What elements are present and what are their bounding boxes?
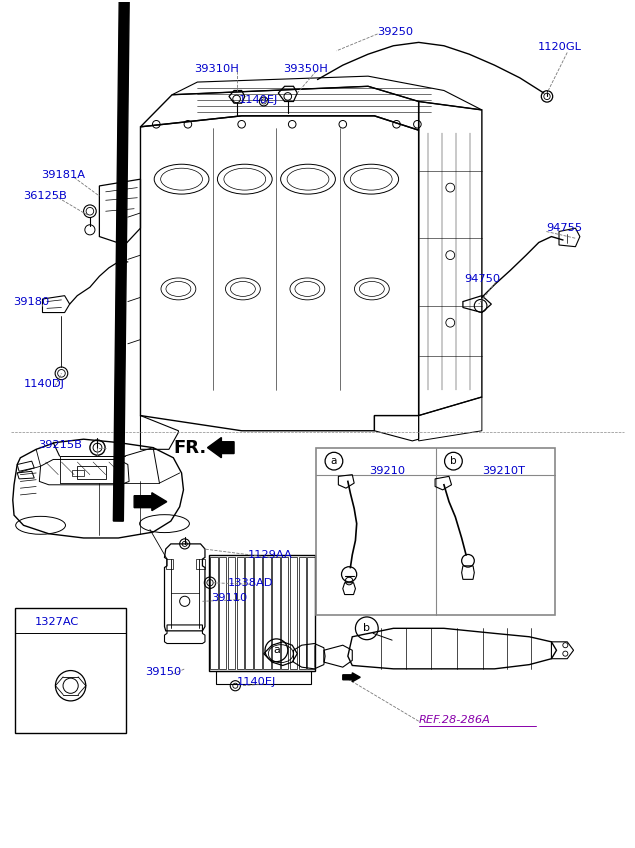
Text: 39150: 39150 — [145, 667, 182, 678]
Text: 1120GL: 1120GL — [537, 42, 582, 53]
Text: 94750: 94750 — [464, 274, 500, 284]
FancyArrow shape — [343, 672, 360, 682]
FancyArrow shape — [114, 0, 136, 522]
Text: 1140EJ: 1140EJ — [239, 95, 278, 105]
Text: FR.: FR. — [173, 438, 206, 456]
Text: 36125B: 36125B — [23, 191, 67, 201]
FancyArrow shape — [134, 493, 167, 510]
Text: 39210T: 39210T — [482, 466, 525, 477]
Text: 1338AD: 1338AD — [228, 577, 273, 588]
FancyArrow shape — [208, 438, 234, 458]
Text: 39181A: 39181A — [41, 170, 85, 180]
Text: b: b — [450, 456, 457, 466]
Text: a: a — [331, 456, 337, 466]
Text: 94755: 94755 — [546, 223, 582, 233]
Text: 39110: 39110 — [211, 593, 248, 603]
Text: b: b — [363, 623, 370, 633]
Text: 39350H: 39350H — [283, 64, 328, 75]
Text: 1140EJ: 1140EJ — [237, 678, 276, 688]
Text: 1140DJ: 1140DJ — [23, 379, 65, 389]
Text: 1129AA: 1129AA — [248, 550, 293, 560]
Text: 39310H: 39310H — [194, 64, 239, 75]
Text: REF.28-286A: REF.28-286A — [418, 715, 490, 724]
Text: a: a — [273, 645, 280, 656]
Text: 39180: 39180 — [13, 298, 49, 308]
Text: 1327AC: 1327AC — [34, 617, 79, 628]
Text: 39250: 39250 — [378, 27, 413, 37]
Text: 39210: 39210 — [370, 466, 406, 477]
Text: 39215B: 39215B — [38, 440, 82, 450]
